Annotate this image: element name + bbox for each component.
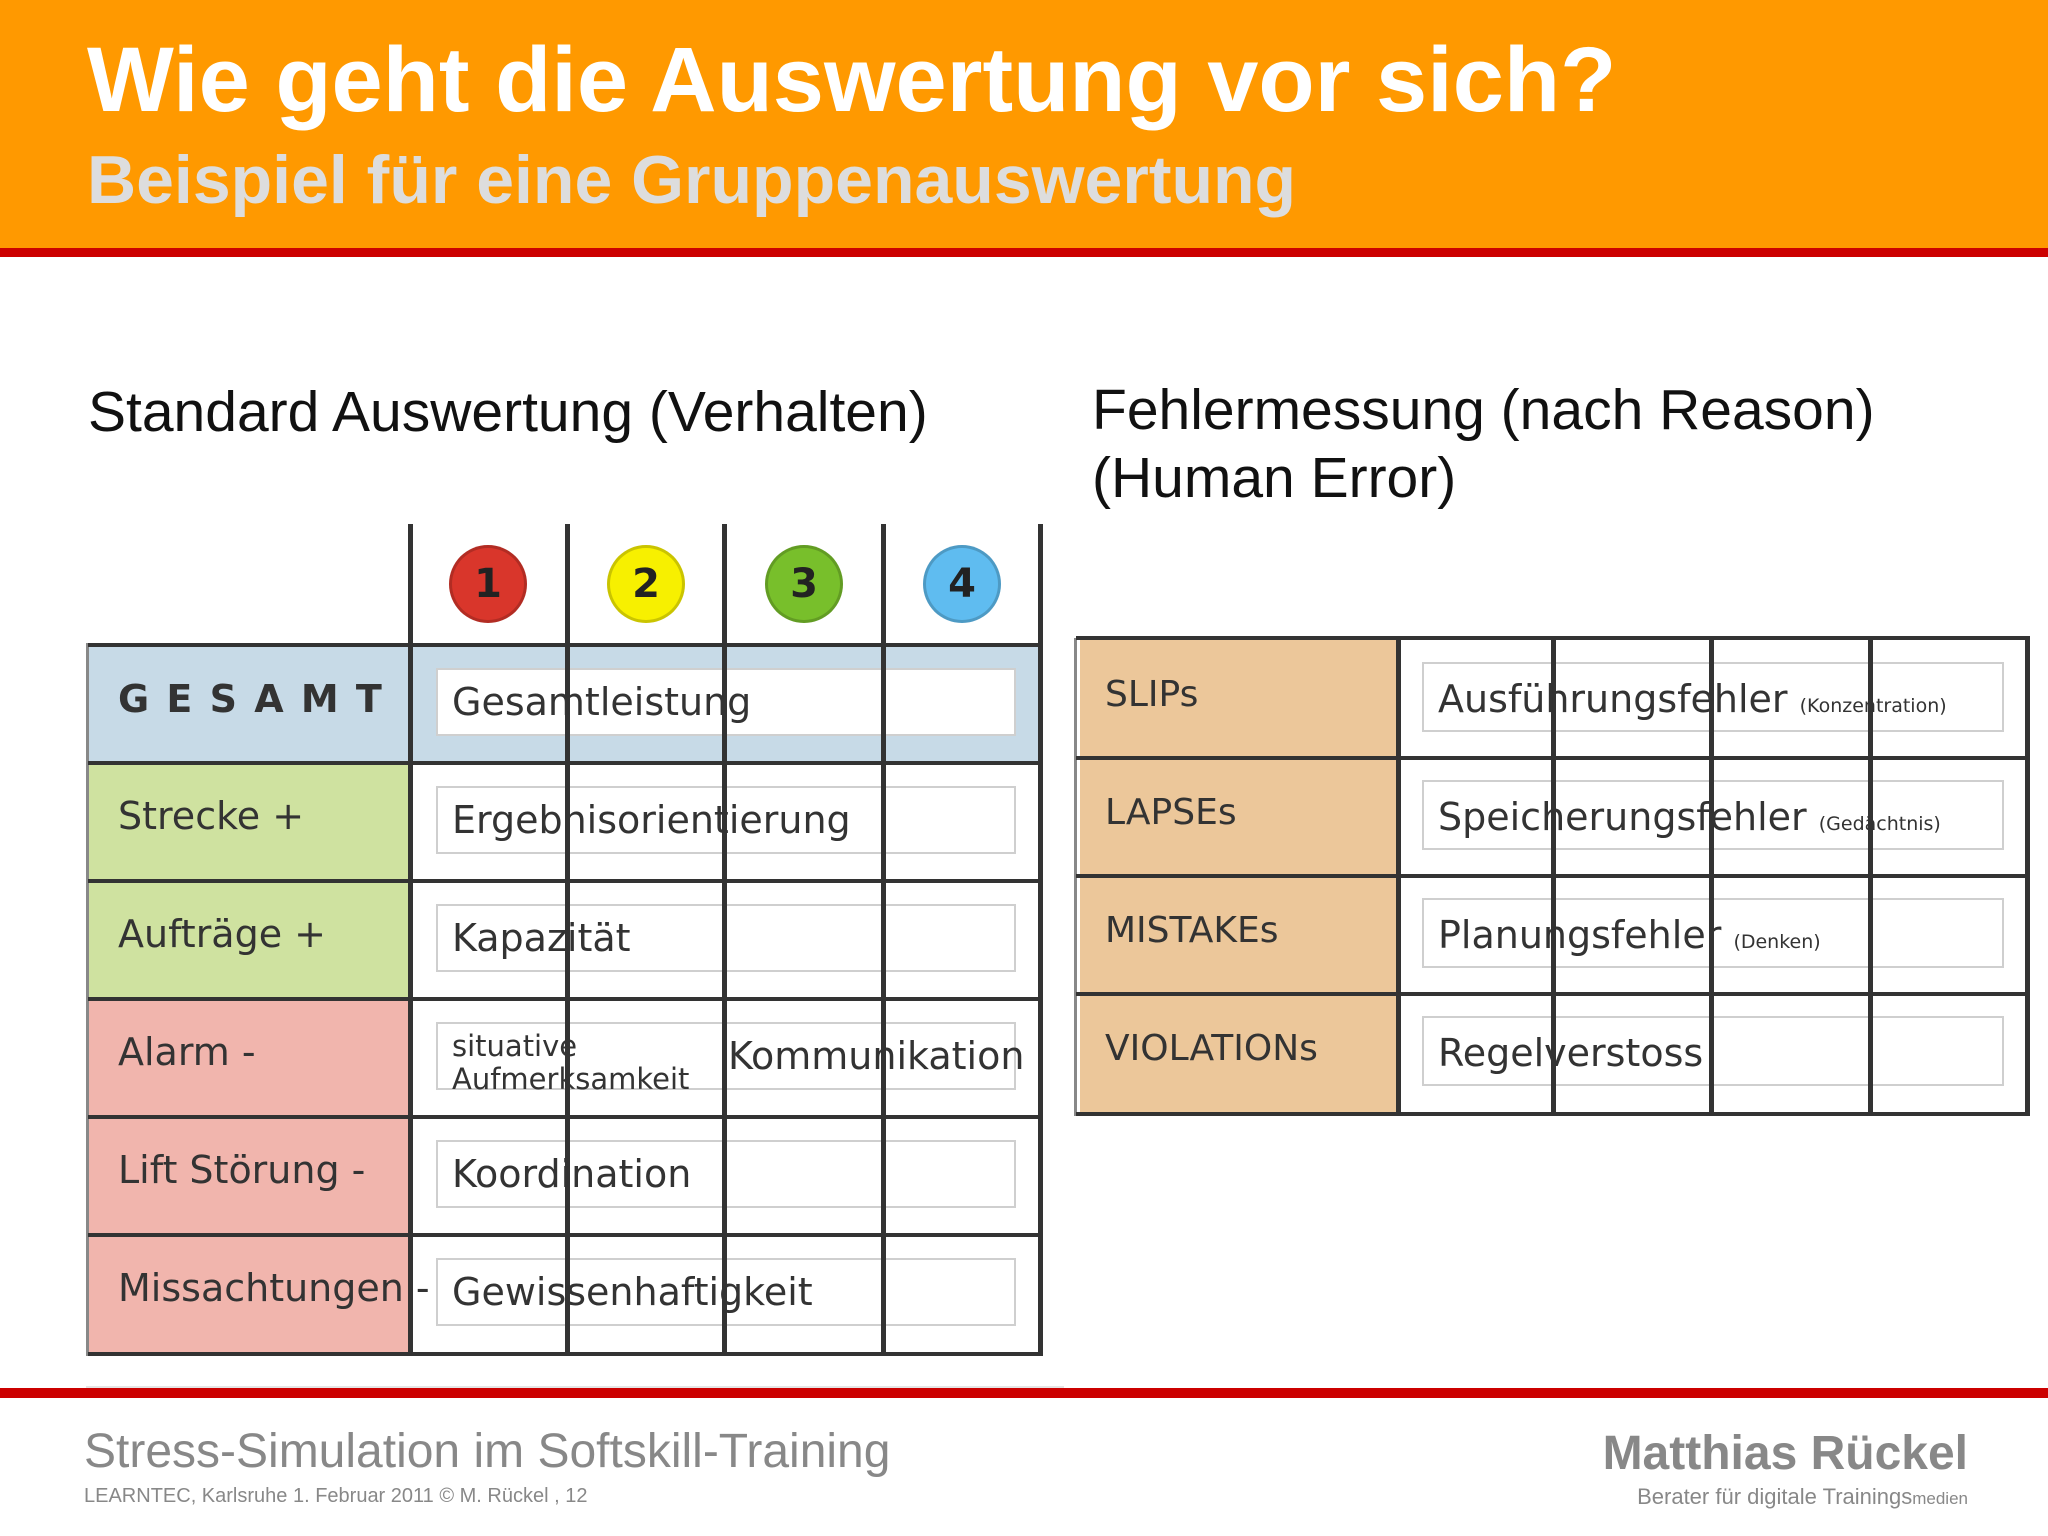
table-row-bg <box>1080 758 1398 876</box>
row-value-gewissenhaftigkeit: Gewissenhaftigkeit <box>452 1270 813 1314</box>
row-value-planungsfehler: Planungsfehler (Denken) <box>1438 913 1821 957</box>
grid-line <box>1038 524 1043 1356</box>
grid-line <box>88 1233 1043 1237</box>
grid-line <box>88 761 1043 765</box>
table-row-bg <box>88 1235 410 1353</box>
scale-marker-1: 1 <box>449 545 527 623</box>
grid-line <box>1076 992 2030 996</box>
scale-marker-2: 2 <box>607 545 685 623</box>
row-value-koordination: Koordination <box>452 1152 692 1196</box>
grid-line <box>88 643 1043 647</box>
row-label-slips: SLIPs <box>1105 674 1199 715</box>
footer-role: Berater für digitale Trainingsmedien <box>1637 1484 1968 1509</box>
right-heading-line1: Fehlermessung (nach Reason) <box>1092 378 1875 442</box>
row-value-regelverstoss: Regelverstoss <box>1438 1031 1704 1075</box>
row-note: (Gedächtnis) <box>1818 813 1941 835</box>
grid-line <box>1076 756 2030 760</box>
row-value-situative-aufmerksamkeit: situative Aufmerksamkeit <box>452 1029 690 1096</box>
grid-line <box>1076 1112 2030 1116</box>
row-label-mistakes: MISTAKEs <box>1105 910 1279 951</box>
row-note: (Denken) <box>1733 931 1821 953</box>
footer-info: LEARNTEC, Karlsruhe 1. Februar 2011 © M.… <box>84 1485 588 1507</box>
scale-marker-4: 4 <box>923 545 1001 623</box>
grid-line <box>88 997 1043 1001</box>
row-label-violations: VIOLATIONs <box>1105 1028 1318 1069</box>
slide-subtitle: Beispiel für eine Gruppenauswertung <box>87 142 1297 218</box>
grid-line <box>565 524 570 1356</box>
row-label-gesamt: G E S A M T <box>118 677 384 721</box>
slide-header: Wie geht die Auswertung vor sich? Beispi… <box>0 0 2048 248</box>
grid-line <box>88 1115 1043 1119</box>
footer-author: Matthias Rückel <box>1602 1427 1968 1480</box>
scale-marker-3: 3 <box>765 545 843 623</box>
row-value-gesamtleistung: Gesamtleistung <box>452 680 752 724</box>
grid-line <box>1074 638 1077 1116</box>
row-label-lift-stoerung: Lift Störung - <box>118 1148 366 1192</box>
row-label-strecke: Strecke + <box>118 794 305 838</box>
footer-title: Stress-Simulation im Softskill-Training <box>84 1425 891 1478</box>
grid-line <box>86 1386 1064 1389</box>
row-label-auftraege: Aufträge + <box>118 912 327 956</box>
grid-line <box>88 879 1043 883</box>
row-value-ergebnisorientierung: Ergebnisorientierung <box>452 798 851 842</box>
grid-line <box>1076 636 2030 640</box>
grid-line <box>86 643 89 1356</box>
row-note: (Konzentration) <box>1799 695 1947 717</box>
table-row-bg <box>1080 640 1398 758</box>
table-row-bg <box>88 763 410 881</box>
table-row-bg <box>88 999 410 1117</box>
table-row-bg <box>1080 876 1398 994</box>
row-value-kommunikation: Kommunikation <box>728 1034 1025 1078</box>
table-row-bg <box>1080 994 1398 1112</box>
row-label-missachtungen: Missachtungen - <box>118 1266 430 1310</box>
right-section-heading: Fehlermessung (nach Reason) (Human Error… <box>1092 376 1875 512</box>
slide-title: Wie geht die Auswertung vor sich? <box>87 29 1617 131</box>
right-heading-line2: (Human Error) <box>1092 446 1457 510</box>
grid-line <box>408 524 413 1356</box>
grid-line <box>88 1352 1043 1356</box>
grid-line <box>722 524 727 1356</box>
header-divider <box>0 248 2048 257</box>
left-section-heading: Standard Auswertung (Verhalten) <box>88 380 928 444</box>
row-value-speicherungsfehler: Speicherungsfehler (Gedächtnis) <box>1438 795 1941 839</box>
row-value-ausfuehrungsfehler: Ausführungsfehler (Konzentration) <box>1438 677 1947 721</box>
grid-line <box>1076 874 2030 878</box>
grid-line <box>881 524 886 1356</box>
table-row-bg <box>88 645 410 763</box>
row-label-lapses: LAPSEs <box>1105 792 1237 833</box>
row-label-alarm: Alarm - <box>118 1030 256 1074</box>
footer-divider <box>0 1388 2048 1398</box>
table-row-bg <box>88 881 410 999</box>
table-row-bg <box>88 1117 410 1235</box>
row-value-kapazitaet: Kapazität <box>452 916 631 960</box>
